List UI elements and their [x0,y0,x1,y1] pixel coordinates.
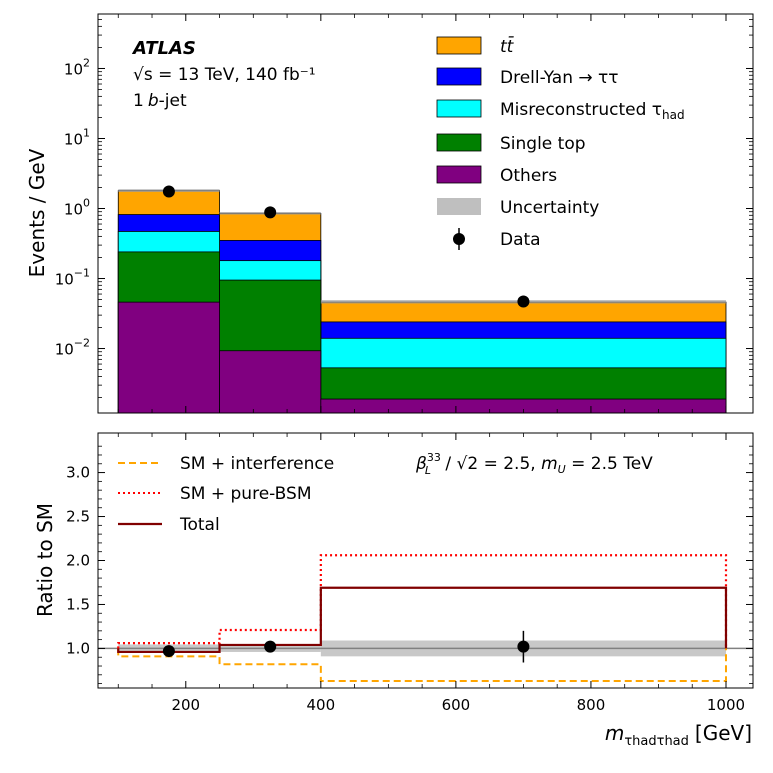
x-axis-title: mτhadτhad [GeV] [605,721,752,749]
bottom-y-tick-label-4: 3.0 [66,464,90,482]
beta-rest: / √2 = 2.5, [440,454,541,474]
data-points [162,185,530,308]
bar-others-bin-1 [219,350,322,414]
x-axis-title-main: m [605,721,624,745]
ratio-data-point-2 [517,640,530,653]
ratio-step-lines [117,554,728,682]
signal-parameters-label: β33 L / √2 = 2.5, mU = 2.5 TeV [415,451,653,477]
x-axis-title-sub: τhadτhad [624,734,689,749]
legend-label-misreco-sub: had [662,108,685,122]
bottom-x-ticks: 200 400 600 800 1000 [117,433,745,714]
top-y-tick-label-base-1: 10 [55,271,74,289]
stacked-histogram [117,190,727,414]
legend-label-sm-pure-bsm: SM + pure-BSM [180,484,312,504]
legend-data-marker [453,233,465,245]
legend-label-misreco-main: Misreconstructed τ [500,100,662,120]
top-y-tick-label-4: 102 [64,56,90,78]
data-point-2 [517,295,530,308]
top-y-tick-label-0: 10−2 [55,337,90,359]
legend-swatch-ttbar [436,36,482,55]
legend-label-drell-yan-arrow: → ττ [578,68,618,88]
legend-label-total: Total [179,515,220,535]
top-y-tick-label-exp-2: 0 [83,197,90,210]
top-x-ticks [117,14,727,413]
bottom-legend: SM + interference SM + pure-BSM Total [118,454,334,535]
ratio-line-sm-interference [117,648,727,682]
bottom-x-tick-label-3: 800 [577,696,606,714]
mu-rest: = 2.5 TeV [566,454,653,474]
atlas-label: ATLAS [131,38,196,59]
bottom-panel: 1.0 1.5 2.0 2.5 3.0 200 400 600 800 1000 Ratio t… [33,432,754,749]
bottom-x-tick-label-1: 400 [307,696,336,714]
top-y-tick-label-exp-3: 1 [83,126,90,139]
data-point-1 [264,206,277,219]
legend-label-drell-yan-main: Drell-Yan [500,68,578,88]
legend-swatch-drell-yan [436,67,482,86]
top-y-tick-label-1: 10−1 [55,267,90,289]
bottom-y-tick-label-3: 2.5 [66,508,90,526]
bar-others-bin-0 [117,301,220,414]
top-y-tick-label-3: 101 [64,126,90,148]
beta-subscript: L [425,464,431,477]
ratio-data-point-0 [162,645,175,658]
top-y-tick-label-exp-4: 2 [83,56,90,69]
ratio-data-point-1 [264,640,277,653]
top-legend: tt̄ Drell-Yan → ττ Misreconstructed τhad… [436,35,685,250]
selection-label: 1 b-jet [133,91,187,111]
x-axis-title-unit: [GeV] [695,721,752,745]
selection-number: 1 [133,91,144,111]
ratio-line-sm-pure-bsm [117,554,728,649]
top-y-tick-label-exp-1: −1 [74,267,90,280]
legend-swatch-others [436,165,482,184]
legend-label-ttbar: tt̄ [500,35,515,57]
legend-label-others: Others [500,166,557,186]
top-y-tick-label-base-2: 10 [64,201,83,219]
bottom-x-tick-label-4: 1000 [707,696,745,714]
beta-symbol: β [415,454,427,474]
top-y-tick-label-2: 100 [64,197,90,219]
bottom-y-tick-label-2: 2.0 [66,552,90,570]
bottom-y-axis-title: Ratio to SM [33,503,57,617]
selection-b: b [148,91,159,111]
top-y-axis-title: Events / GeV [25,148,49,277]
mu-symbol: m [541,454,558,474]
legend-swatch-uncertainty [437,198,481,215]
legend-label-data: Data [500,230,541,250]
top-plot-frame [97,13,754,414]
legend-label-drell-yan: Drell-Yan → ττ [500,68,619,88]
legend-swatch-single-top [436,133,482,152]
legend-label-uncertainty: Uncertainty [500,198,599,218]
legend-label-sm-interference: SM + interference [180,454,334,474]
bottom-x-tick-label-0: 200 [171,696,200,714]
top-y-tick-label-exp-0: −2 [74,337,90,350]
selection-rest: -jet [159,91,187,111]
mu-subscript: U [558,463,566,476]
bottom-y-tick-label-1: 1.5 [66,595,90,613]
legend-label-misreco: Misreconstructed τhad [500,100,685,122]
bottom-y-ticks: 1.0 1.5 2.0 2.5 3.0 [66,445,753,685]
legend-swatch-misreco [436,99,482,118]
bottom-y-tick-label-0: 1.0 [66,639,90,657]
top-y-tick-label-base-3: 10 [64,130,83,148]
top-y-tick-label-base-0: 10 [55,341,74,359]
energy-lumi-label: √s = 13 TeV, 140 fb⁻¹ [133,65,316,85]
top-y-tick-label-base-4: 10 [64,60,83,78]
legend-label-single-top: Single top [500,134,586,154]
beta-superscript: 33 [427,451,441,464]
ratio-data-points [162,630,530,663]
bottom-x-tick-label-2: 600 [442,696,471,714]
data-point-0 [162,185,175,198]
